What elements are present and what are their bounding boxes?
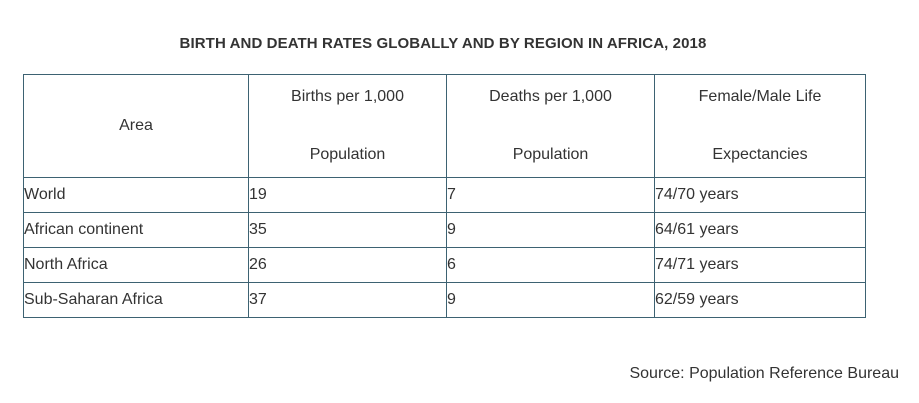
cell-area: Sub-Saharan Africa: [23, 282, 249, 318]
column-header-life-expectancy: Female/Male Life Expectancies: [654, 74, 866, 178]
cell-births: 35: [248, 212, 447, 248]
cell-births: 19: [248, 177, 447, 213]
cell-life-expectancy: 74/70 years: [654, 177, 866, 213]
rates-table: Area Births per 1,000 Population Deaths …: [23, 74, 866, 318]
cell-life-expectancy: 74/71 years: [654, 247, 866, 283]
cell-area: World: [23, 177, 249, 213]
table-title: BIRTH AND DEATH RATES GLOBALLY AND BY RE…: [179, 35, 707, 52]
column-header-area: Area: [23, 74, 249, 178]
cell-births: 26: [248, 247, 447, 283]
cell-deaths: 6: [446, 247, 655, 283]
table-row: World 19 7 74/70 years: [23, 177, 866, 213]
cell-deaths: 9: [446, 212, 655, 248]
cell-area: North Africa: [23, 247, 249, 283]
cell-life-expectancy: 62/59 years: [654, 282, 866, 318]
cell-deaths: 7: [446, 177, 655, 213]
table-row: North Africa 26 6 74/71 years: [23, 247, 866, 283]
cell-life-expectancy: 64/61 years: [654, 212, 866, 248]
column-header-births: Births per 1,000 Population: [248, 74, 447, 178]
header-row: Area Births per 1,000 Population Deaths …: [23, 74, 866, 178]
table-row: African continent 35 9 64/61 years: [23, 212, 866, 248]
source-note: Source: Population Reference Bureau: [629, 365, 899, 382]
table-row: Sub-Saharan Africa 37 9 62/59 years: [23, 282, 866, 318]
cell-births: 37: [248, 282, 447, 318]
cell-deaths: 9: [446, 282, 655, 318]
column-header-deaths: Deaths per 1,000 Population: [446, 74, 655, 178]
cell-area: African continent: [23, 212, 249, 248]
